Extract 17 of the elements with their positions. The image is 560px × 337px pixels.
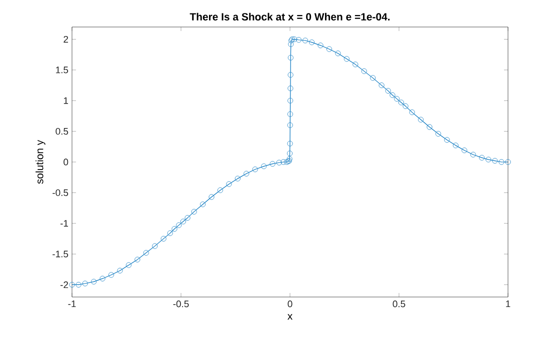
- y-tick-label: -1: [60, 220, 68, 227]
- y-axis-title: solution y: [36, 140, 46, 184]
- chart-title: There Is a Shock at x = 0 When e =1e-04.: [190, 12, 390, 21]
- y-tick-label: 2: [64, 36, 68, 43]
- x-tick-label: 0.5: [392, 300, 406, 308]
- y-tick-label: 0: [64, 158, 68, 166]
- y-tick-label: 1: [64, 97, 68, 104]
- x-axis-title: x: [288, 314, 292, 320]
- y-tick-label: -1.5: [52, 250, 68, 258]
- y-tick-label: 1.5: [56, 66, 68, 74]
- x-tick-label: -0.5: [173, 300, 189, 308]
- y-tick-label: -0.5: [52, 189, 68, 196]
- y-tick-label: 0.5: [56, 128, 68, 135]
- x-tick-label: -1: [68, 300, 76, 308]
- x-tick-label: 1: [506, 300, 510, 308]
- x-tick-label: 0: [288, 300, 292, 308]
- y-tick-label: -2: [60, 281, 68, 288]
